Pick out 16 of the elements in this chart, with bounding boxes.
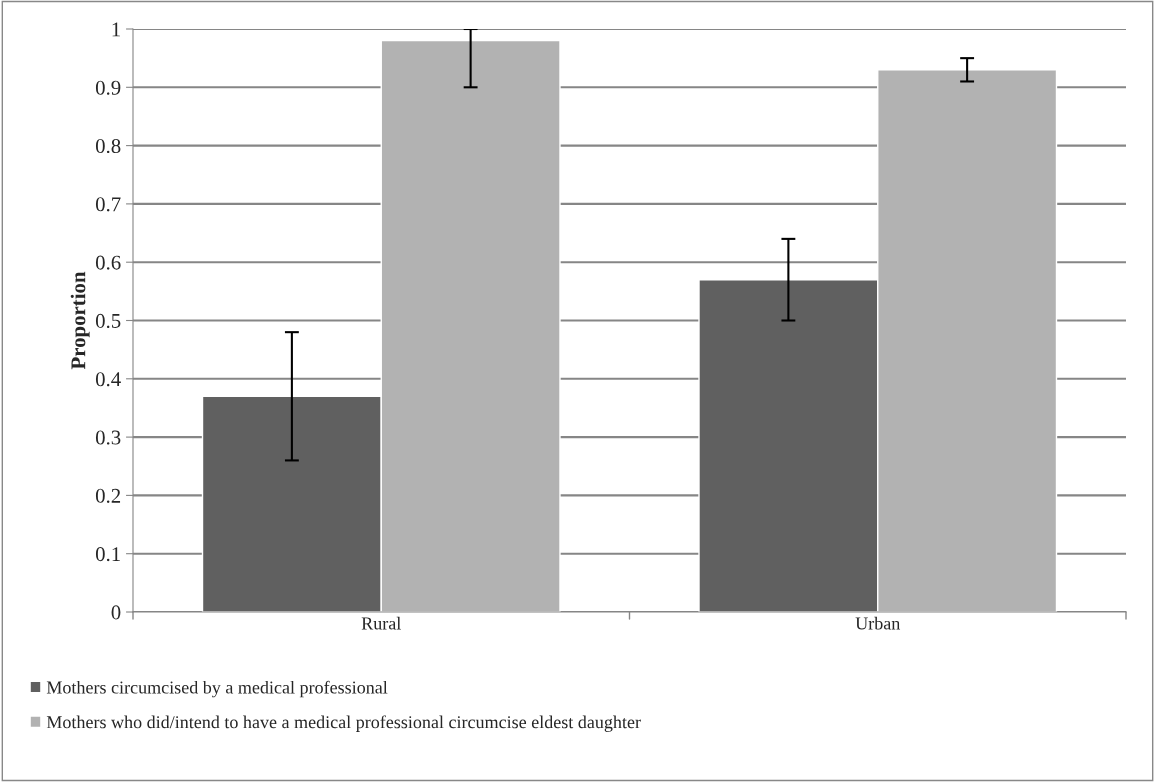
y-axis-title: Proportion bbox=[70, 271, 90, 370]
y-tick-label: 0.2 bbox=[95, 488, 121, 503]
y-tick-label: 1 bbox=[112, 22, 120, 37]
y-tick-label: 0.7 bbox=[95, 197, 121, 212]
y-tick-label: 0.9 bbox=[95, 80, 121, 95]
y-tick-label: 0.5 bbox=[95, 313, 121, 329]
legend-label: Mothers who did/intend to have a medical professional circumcise eldest daughter bbox=[46, 715, 641, 732]
x-tick-label: Rural bbox=[361, 616, 401, 630]
y-tick-label: 0 bbox=[111, 605, 121, 620]
y-tick-label: 0.3 bbox=[95, 430, 121, 445]
y-tick-label: 0.6 bbox=[95, 255, 121, 270]
y-tick-label: 0.4 bbox=[95, 372, 121, 387]
y-tick-label: 0.1 bbox=[95, 547, 120, 562]
x-tick-label: Urban bbox=[855, 616, 901, 630]
y-tick-label: 0.8 bbox=[95, 138, 121, 154]
legend-label: Mothers circumcised by a medical professional bbox=[46, 680, 388, 698]
